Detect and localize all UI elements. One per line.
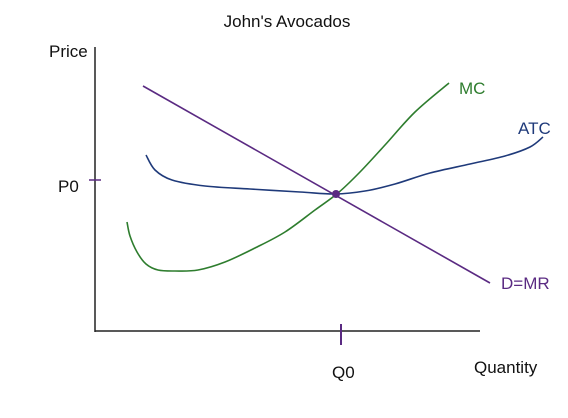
y-axis-label: Price [49, 42, 88, 61]
equilibrium-point [332, 190, 340, 198]
mc-curve [127, 83, 449, 271]
x-axis-label: Quantity [474, 358, 538, 377]
mc-series-label: MC [459, 79, 485, 98]
atc-series-label: ATC [518, 119, 551, 138]
dmr-series-label: D=MR [501, 274, 550, 293]
x-tick-label-q0: Q0 [332, 363, 355, 382]
chart-title: John's Avocados [224, 12, 351, 31]
y-tick-label-p0: P0 [58, 177, 79, 196]
atc-curve [146, 137, 543, 194]
